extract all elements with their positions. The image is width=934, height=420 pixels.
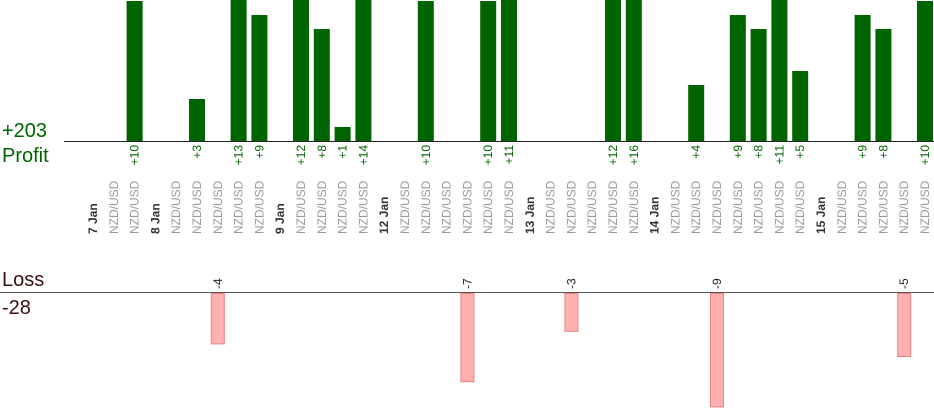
pair-label: NZD/USD	[835, 180, 849, 234]
date-label: 13 Jan	[523, 197, 537, 234]
profit-data-label: +11	[772, 145, 786, 165]
profit-bar	[501, 0, 517, 141]
profit-bar	[230, 0, 247, 141]
profit-data-label: +8	[315, 145, 329, 159]
pair-label: NZD/USD	[856, 180, 870, 234]
profit-data-label: +12	[294, 145, 308, 166]
pair-label: NZD/USD	[668, 180, 682, 234]
pair-label: NZD/USD	[211, 180, 225, 234]
profit-data-label: +10	[128, 145, 142, 166]
pair-label: NZD/USD	[564, 180, 578, 234]
loss-data-label: -9	[710, 278, 724, 289]
profit-data-label: +3	[190, 145, 204, 159]
profit-data-label: +1	[336, 145, 350, 159]
pair-label: NZD/USD	[460, 180, 474, 234]
pair-label: NZD/USD	[169, 180, 183, 234]
pair-label: NZD/USD	[585, 180, 599, 234]
profit-data-label: +8	[876, 145, 890, 159]
pair-label: NZD/USD	[606, 180, 620, 234]
profit-bar	[417, 1, 434, 141]
profit-bar	[625, 0, 642, 141]
loss-label: Loss	[2, 269, 45, 291]
date-label: 12 Jan	[377, 197, 391, 234]
pair-label: NZD/USD	[356, 180, 370, 234]
profit-bar	[688, 85, 705, 141]
pair-label: NZD/USD	[128, 180, 142, 234]
profit-data-label: +12	[606, 145, 620, 166]
profit-data-label: +11	[502, 145, 516, 165]
profit-data-label: +10	[918, 145, 932, 166]
loss-data-label: -3	[564, 278, 578, 289]
pair-label: NZD/USD	[876, 180, 890, 234]
profit-bar	[251, 15, 268, 141]
loss-data-label: -7	[460, 278, 474, 289]
pair-label: NZD/USD	[897, 180, 911, 234]
profit-bar	[792, 71, 809, 141]
pair-label: NZD/USD	[190, 180, 204, 234]
profit-data-label: +14	[356, 145, 370, 166]
profit-bar	[313, 29, 330, 141]
pair-label: NZD/USD	[918, 180, 932, 234]
pair-label: NZD/USD	[772, 180, 786, 234]
pair-label: NZD/USD	[731, 180, 745, 234]
loss-bar	[564, 293, 579, 332]
pair-label: NZD/USD	[419, 180, 433, 234]
pair-label: NZD/USD	[627, 180, 641, 234]
profit-bar	[334, 127, 351, 141]
pair-label: NZD/USD	[689, 180, 703, 234]
loss-bar	[210, 293, 225, 345]
profit-data-label: +8	[752, 145, 766, 159]
pair-label: NZD/USD	[252, 180, 266, 234]
pair-label: NZD/USD	[107, 180, 121, 234]
pair-label: NZD/USD	[232, 180, 246, 234]
profit-bar	[480, 1, 497, 141]
pair-label: NZD/USD	[336, 180, 350, 234]
profit-bar	[293, 0, 309, 141]
loss-bar	[460, 293, 475, 383]
profit-data-label: +4	[689, 145, 703, 159]
date-label: 7 Jan	[86, 203, 100, 234]
date-label: 15 Jan	[814, 197, 828, 234]
date-label: 14 Jan	[648, 197, 662, 234]
profit-bar	[189, 99, 205, 141]
profit-data-label: +16	[627, 145, 641, 166]
profit-total: +203	[2, 120, 48, 142]
profit-bar	[750, 29, 767, 141]
loss-data-label: -4	[211, 278, 225, 289]
loss-bar	[897, 293, 912, 357]
profit-label: Profit	[2, 145, 49, 167]
pair-label: NZD/USD	[793, 180, 807, 234]
profit-data-label: +13	[232, 145, 246, 166]
profit-bar	[126, 1, 143, 141]
loss-bar	[710, 293, 724, 408]
pair-label: NZD/USD	[502, 180, 516, 234]
profit-bar	[771, 0, 788, 141]
pair-label: NZD/USD	[294, 180, 308, 234]
pair-label: NZD/USD	[710, 180, 724, 234]
pair-label: NZD/USD	[544, 180, 558, 234]
profit-data-label: +9	[856, 145, 870, 159]
pair-label: NZD/USD	[398, 180, 412, 234]
profit-bar	[917, 1, 933, 141]
pair-label: NZD/USD	[752, 180, 766, 234]
pair-label: NZD/USD	[315, 180, 329, 234]
profit-data-label: +5	[793, 145, 807, 159]
profit-bar	[355, 0, 372, 141]
profit-bar	[854, 15, 871, 141]
profit-data-label: +9	[252, 145, 266, 159]
profit-data-label: +10	[419, 145, 433, 166]
loss-total: -28	[2, 297, 31, 319]
profit-bar	[729, 15, 746, 141]
pair-label: NZD/USD	[481, 180, 495, 234]
loss-data-label: -5	[897, 278, 911, 289]
profit-data-label: +10	[481, 145, 495, 166]
profit-bar	[605, 0, 621, 141]
profit-bar	[875, 29, 892, 141]
date-label: 8 Jan	[148, 203, 162, 234]
date-label: 9 Jan	[273, 203, 287, 234]
profit-data-label: +9	[731, 145, 745, 159]
pair-label: NZD/USD	[440, 180, 454, 234]
